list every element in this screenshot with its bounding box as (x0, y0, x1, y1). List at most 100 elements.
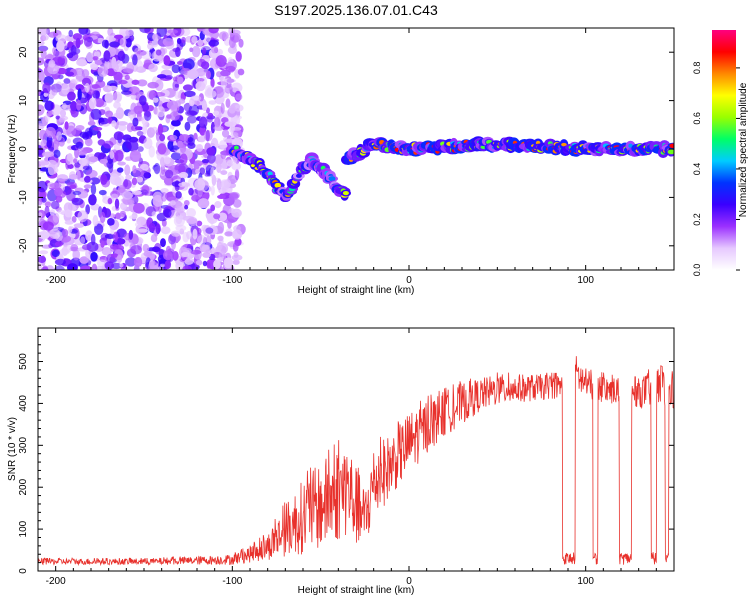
spectrogram-noise-blob (169, 111, 180, 121)
spectrogram-noise-blob (171, 145, 180, 150)
spectrogram-noise-blob (66, 125, 77, 138)
spectrogram-noise-blob (162, 37, 174, 47)
spectrogram-noise-blob (130, 94, 137, 100)
spectrogram-noise-blob (179, 153, 188, 165)
spectrogram-noise-blob (220, 180, 231, 191)
spectrogram-noise-blob (224, 121, 234, 127)
spectrogram-noise-blob (224, 159, 236, 164)
colorbar-tick: 0.4 (692, 163, 740, 175)
spectrogram-noise-blob (190, 249, 202, 255)
spectrogram-noise-blob (101, 39, 109, 48)
spectrogram-noise-blob (111, 193, 119, 200)
spectrogram-noise-blob (56, 174, 69, 182)
spectrogram-noise-blob (103, 50, 111, 62)
spectrogram-noise-blob (79, 150, 87, 156)
spectrogram-noise-blob (91, 263, 98, 270)
spectrogram-noise-blob (67, 163, 74, 170)
spectrogram-noise-blob (90, 183, 97, 196)
spectrogram-noise-blob (182, 58, 195, 70)
spectrogram-noise-blob (220, 102, 225, 115)
spectrogram-noise-blob (143, 251, 153, 257)
spectrogram-noise-blob (77, 88, 82, 101)
snr-x-tick: 100 (577, 328, 594, 587)
spectrogram-ridge-core (267, 171, 273, 176)
spectrogram-noise-blob (148, 145, 156, 158)
spectrogram-noise-blob (38, 230, 50, 239)
spectrogram-noise-blob (75, 37, 81, 49)
spectrogram-x-axis-label: Height of straight line (km) (298, 285, 415, 296)
spectrogram-noise-blob (109, 41, 120, 48)
snr-line (38, 356, 674, 567)
spectrogram-noise-blob (41, 196, 47, 203)
spectrogram-noise-blob (78, 157, 88, 166)
spectrogram-noise-blob (53, 149, 61, 158)
spectrogram-noise-blob (216, 178, 222, 191)
snr-y-tick-label: 200 (18, 478, 29, 495)
spectrogram-noise-blob (144, 110, 152, 121)
snr-y-tick-label: 300 (18, 437, 29, 454)
spectrogram-noise-blob (82, 165, 90, 171)
spectrogram-noise-blob (200, 61, 210, 70)
spectrogram-noise-blob (39, 129, 47, 140)
spectrogram-noise-blob (84, 137, 93, 147)
spectrogram-noise-blob (84, 175, 91, 183)
spectrogram-noise-blob (105, 110, 114, 118)
spectrogram-noise-blob (125, 37, 132, 48)
spectrogram-noise-blob (190, 95, 202, 102)
snr-x-tick: -100 (222, 328, 243, 587)
spectrogram-noise-blob (233, 115, 243, 120)
spectrogram-noise-blob (210, 204, 216, 212)
spectrogram-noise-blob (54, 265, 65, 270)
spectrogram-noise-blob (139, 50, 152, 60)
spectrogram-noise-blob (159, 156, 165, 167)
spectrogram-noise-blob (178, 98, 186, 104)
spectrogram-y-tick-label: 0 (18, 146, 29, 152)
spectrogram-x-tick-label: -100 (222, 275, 242, 286)
spectrogram-noise-blob (92, 56, 99, 61)
spectrogram-noise-blob (198, 116, 208, 129)
snr-y-tick-label: 400 (18, 395, 29, 412)
spectrogram-noise-blob (101, 247, 112, 256)
spectrogram-noise-blob (44, 100, 54, 111)
spectrogram-noise-blob (83, 37, 93, 47)
spectrogram-noise-blob (122, 179, 132, 190)
snr-y-tick: 400 (18, 395, 674, 412)
spectrogram-noise-blob (99, 117, 109, 125)
spectrogram-noise-blob (192, 228, 198, 240)
spectrogram-noise-blob (182, 84, 193, 91)
spectrogram-noise-blob (232, 129, 243, 138)
spectrogram-noise-blob (195, 259, 203, 266)
snr-x-tick: -200 (46, 328, 66, 587)
colorbar-tick-label: 0.2 (692, 213, 702, 226)
spectrogram-noise-blob (187, 142, 196, 150)
spectrogram-noise-blob (136, 79, 148, 87)
spectrogram-noise-blob (169, 200, 176, 206)
snr-x-tick-label: 100 (577, 576, 594, 587)
spectrogram-noise-blob (220, 77, 228, 88)
spectrogram-y-ticks: -20 -10 0 10 20 (18, 32, 674, 266)
spectrogram-noise-blob (64, 220, 74, 225)
spectrogram-noise-blob (122, 68, 134, 73)
spectrogram-noise-blob (118, 185, 126, 194)
spectrogram-noise-blob (152, 97, 159, 103)
spectrogram-noise-blob (102, 140, 114, 149)
spectrogram-ridge-core (295, 173, 302, 178)
spectrogram-noise-blob (210, 185, 215, 196)
spectrogram-noise-blob (155, 49, 162, 56)
spectrogram-noise-blob (61, 83, 70, 95)
spectrogram-noise-blob (171, 64, 181, 74)
spectrogram-noise-blob (117, 161, 126, 166)
spectrogram-noise-blob (125, 174, 133, 180)
spectrogram-noise-blob (199, 45, 212, 51)
spectrogram-noise-blob (43, 92, 49, 97)
spectrogram-noise-blob (213, 110, 220, 116)
spectrogram-noise-blob (88, 156, 99, 163)
spectrogram-noise-blob (91, 84, 100, 89)
spectrogram-noise-blob (178, 134, 191, 142)
spectrogram-noise-blob (142, 243, 150, 253)
spectrogram-noise-blob (133, 256, 143, 268)
spectrogram-noise-blob (115, 212, 121, 220)
spectrogram-noise-blob (137, 146, 144, 152)
spectrogram-noise-blob (66, 138, 71, 144)
spectrogram-noise-blob (42, 151, 55, 158)
